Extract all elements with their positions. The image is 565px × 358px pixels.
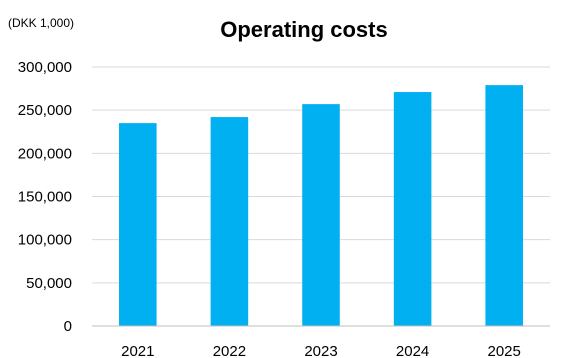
y-tick-label: 50,000 bbox=[26, 275, 72, 292]
bar-2023 bbox=[302, 104, 340, 326]
y-tick-label: 200,000 bbox=[18, 145, 72, 162]
y-axis-tick-labels: 0 50,000 100,000 150,000 200,000 250,000 300,0… bbox=[18, 59, 72, 335]
bar-2025 bbox=[485, 85, 523, 326]
chart-title: Operating costs bbox=[220, 17, 387, 42]
x-tick-label: 2024 bbox=[396, 343, 429, 358]
y-tick-label: 300,000 bbox=[18, 59, 72, 76]
bar-2024 bbox=[393, 92, 432, 326]
x-tick-label: 2025 bbox=[488, 343, 521, 358]
bar-2021 bbox=[119, 123, 157, 326]
y-tick-label: 150,000 bbox=[18, 189, 72, 206]
y-tick-label: 100,000 bbox=[18, 232, 72, 249]
x-tick-label: 2021 bbox=[121, 343, 154, 358]
y-tick-label: 250,000 bbox=[18, 102, 72, 119]
bar-2022 bbox=[210, 117, 249, 326]
x-tick-label: 2022 bbox=[213, 343, 246, 358]
bars bbox=[119, 85, 523, 326]
unit-label: (DKK 1,000) bbox=[8, 16, 74, 30]
x-axis-tick-labels: 2021 2022 2023 2024 2025 bbox=[121, 343, 521, 358]
x-tick-label: 2023 bbox=[304, 343, 337, 358]
y-tick-label: 0 bbox=[64, 318, 72, 335]
